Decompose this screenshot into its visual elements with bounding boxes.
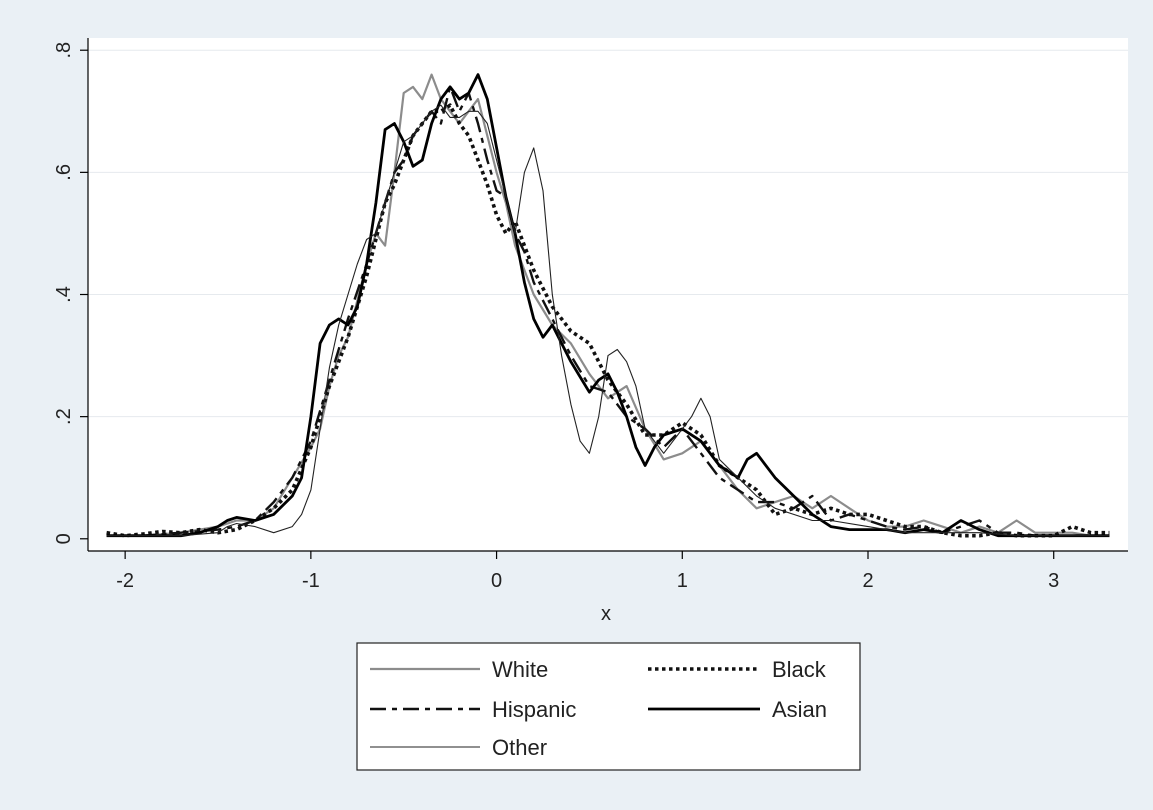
legend-label-other: Other: [492, 735, 547, 760]
x-tick-label-0: -2: [116, 570, 134, 592]
x-axis-label: x: [601, 603, 611, 625]
x-tick-label-1: -1: [302, 570, 320, 592]
y-tick-label-1: .2: [53, 408, 75, 425]
tick-marks-and-labels: -2 -1 0 1 2 3 0 .2 .4 .6 .8: [53, 42, 1059, 592]
legend-label-white: White: [492, 657, 548, 682]
y-tick-label-2: .4: [53, 286, 75, 303]
legend-box: [356, 642, 861, 771]
gridlines: [88, 49, 1128, 418]
x-tick-label-2: 0: [491, 570, 502, 592]
series-line-other: [106, 104, 1110, 537]
y-tick-label-3: .6: [53, 164, 75, 181]
x-tick-label-3: 1: [677, 570, 688, 592]
series-line-hispanic: [106, 85, 1110, 537]
y-tick-label-0: 0: [53, 533, 75, 544]
legend: White Black Hispanic Asian Other: [356, 642, 861, 771]
y-tick-label-4: .8: [53, 42, 75, 59]
series-lines: [106, 73, 1110, 538]
series-line-white: [106, 73, 1110, 537]
x-tick-label-5: 3: [1048, 570, 1059, 592]
legend-label-hispanic: Hispanic: [492, 697, 576, 722]
x-tick-label-4: 2: [862, 570, 873, 592]
legend-label-asian: Asian: [772, 697, 827, 722]
legend-entries: White Black Hispanic Asian Other: [370, 657, 827, 760]
legend-label-black: Black: [772, 657, 827, 682]
